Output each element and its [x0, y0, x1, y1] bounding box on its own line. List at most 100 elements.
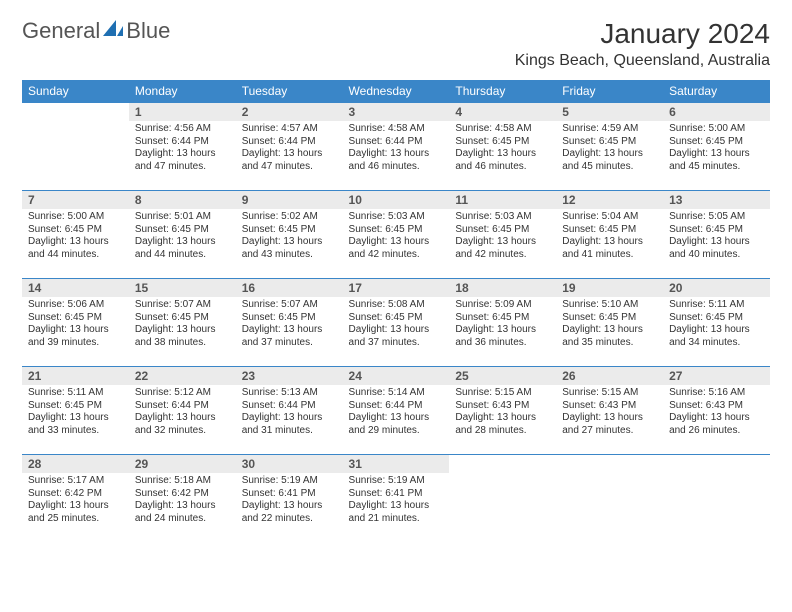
day-line-d2: and 45 minutes. — [669, 161, 764, 174]
calendar-cell: 17Sunrise: 5:08 AMSunset: 6:45 PMDayligh… — [343, 279, 450, 367]
day-line-sr: Sunrise: 5:05 AM — [669, 211, 764, 224]
day-header: Friday — [556, 80, 663, 103]
calendar-cell: 4Sunrise: 4:58 AMSunset: 6:45 PMDaylight… — [449, 103, 556, 191]
day-header: Saturday — [663, 80, 770, 103]
calendar-cell: 20Sunrise: 5:11 AMSunset: 6:45 PMDayligh… — [663, 279, 770, 367]
day-line-d1: Daylight: 13 hours — [135, 148, 230, 161]
day-number: 9 — [236, 191, 343, 209]
day-details: Sunrise: 5:00 AMSunset: 6:45 PMDaylight:… — [22, 209, 129, 265]
day-details: Sunrise: 5:11 AMSunset: 6:45 PMDaylight:… — [663, 297, 770, 353]
day-line-d1: Daylight: 13 hours — [242, 500, 337, 513]
day-number: 19 — [556, 279, 663, 297]
calendar-body: 1Sunrise: 4:56 AMSunset: 6:44 PMDaylight… — [22, 103, 770, 543]
day-header: Thursday — [449, 80, 556, 103]
day-header-row: SundayMondayTuesdayWednesdayThursdayFrid… — [22, 80, 770, 103]
day-line-d2: and 26 minutes. — [669, 425, 764, 438]
calendar-cell: 16Sunrise: 5:07 AMSunset: 6:45 PMDayligh… — [236, 279, 343, 367]
day-details: Sunrise: 5:19 AMSunset: 6:41 PMDaylight:… — [343, 473, 450, 529]
day-line-d2: and 47 minutes. — [135, 161, 230, 174]
day-line-d2: and 41 minutes. — [562, 249, 657, 262]
calendar-cell: 31Sunrise: 5:19 AMSunset: 6:41 PMDayligh… — [343, 455, 450, 543]
day-line-sr: Sunrise: 5:06 AM — [28, 299, 123, 312]
day-details: Sunrise: 5:03 AMSunset: 6:45 PMDaylight:… — [343, 209, 450, 265]
day-details: Sunrise: 5:02 AMSunset: 6:45 PMDaylight:… — [236, 209, 343, 265]
day-line-d1: Daylight: 13 hours — [669, 236, 764, 249]
calendar-cell: 5Sunrise: 4:59 AMSunset: 6:45 PMDaylight… — [556, 103, 663, 191]
calendar-week: 28Sunrise: 5:17 AMSunset: 6:42 PMDayligh… — [22, 455, 770, 543]
day-number: 20 — [663, 279, 770, 297]
day-number: 17 — [343, 279, 450, 297]
day-line-d1: Daylight: 13 hours — [28, 324, 123, 337]
day-line-sr: Sunrise: 5:15 AM — [455, 387, 550, 400]
day-line-sr: Sunrise: 4:58 AM — [349, 123, 444, 136]
calendar-cell: 14 Sunrise: 5:06 AMSunset: 6:45 PMDayligh… — [22, 279, 129, 367]
brand-text-1: General — [22, 18, 100, 44]
day-details: Sunrise: 5:15 AMSunset: 6:43 PMDaylight:… — [449, 385, 556, 441]
day-line-d1: Daylight: 13 hours — [349, 500, 444, 513]
day-line-ss: Sunset: 6:45 PM — [455, 312, 550, 325]
calendar-cell: 27Sunrise: 5:16 AMSunset: 6:43 PMDayligh… — [663, 367, 770, 455]
day-number: 11 — [449, 191, 556, 209]
calendar-cell — [556, 455, 663, 543]
day-line-ss: Sunset: 6:45 PM — [562, 136, 657, 149]
day-line-sr: Sunrise: 5:18 AM — [135, 475, 230, 488]
day-line-sr: Sunrise: 4:56 AM — [135, 123, 230, 136]
day-line-d2: and 34 minutes. — [669, 337, 764, 350]
day-line-ss: Sunset: 6:45 PM — [28, 312, 123, 325]
day-details: Sunrise: 5:11 AMSunset: 6:45 PMDaylight:… — [22, 385, 129, 441]
day-line-ss: Sunset: 6:45 PM — [242, 312, 337, 325]
calendar-cell: 13Sunrise: 5:05 AMSunset: 6:45 PMDayligh… — [663, 191, 770, 279]
day-line-ss: Sunset: 6:43 PM — [562, 400, 657, 413]
day-line-ss: Sunset: 6:45 PM — [349, 224, 444, 237]
page-title: January 2024 — [515, 18, 770, 50]
calendar-week: 7Sunrise: 5:00 AMSunset: 6:45 PMDaylight… — [22, 191, 770, 279]
day-line-d1: Daylight: 13 hours — [28, 500, 123, 513]
day-number: 12 — [556, 191, 663, 209]
day-line-ss: Sunset: 6:41 PM — [349, 488, 444, 501]
day-line-d2: and 27 minutes. — [562, 425, 657, 438]
day-line-ss: Sunset: 6:44 PM — [349, 400, 444, 413]
day-line-sr: Sunrise: 4:57 AM — [242, 123, 337, 136]
day-line-ss: Sunset: 6:45 PM — [135, 224, 230, 237]
day-details: Sunrise: 5:04 AMSunset: 6:45 PMDaylight:… — [556, 209, 663, 265]
day-line-d2: and 37 minutes. — [242, 337, 337, 350]
day-line-d2: and 46 minutes. — [455, 161, 550, 174]
calendar-cell — [663, 455, 770, 543]
calendar-cell: 25Sunrise: 5:15 AMSunset: 6:43 PMDayligh… — [449, 367, 556, 455]
calendar-cell: 15Sunrise: 5:07 AMSunset: 6:45 PMDayligh… — [129, 279, 236, 367]
day-number: 31 — [343, 455, 450, 473]
day-line-sr: Sunrise: 5:04 AM — [562, 211, 657, 224]
day-line-d1: Daylight: 13 hours — [28, 412, 123, 425]
day-header: Wednesday — [343, 80, 450, 103]
day-details: Sunrise: 5:10 AMSunset: 6:45 PMDaylight:… — [556, 297, 663, 353]
day-line-d2: and 42 minutes. — [455, 249, 550, 262]
day-details: Sunrise: 5:09 AMSunset: 6:45 PMDaylight:… — [449, 297, 556, 353]
header: General Blue January 2024 Kings Beach, Q… — [22, 18, 770, 70]
day-number: 14 — [22, 279, 129, 297]
day-line-sr: Sunrise: 5:13 AM — [242, 387, 337, 400]
day-details: Sunrise: 5:00 AMSunset: 6:45 PMDaylight:… — [663, 121, 770, 177]
day-number: 7 — [22, 191, 129, 209]
day-number: 22 — [129, 367, 236, 385]
calendar-cell: 6Sunrise: 5:00 AMSunset: 6:45 PMDaylight… — [663, 103, 770, 191]
day-line-ss: Sunset: 6:45 PM — [242, 224, 337, 237]
calendar-cell: 7Sunrise: 5:00 AMSunset: 6:45 PMDaylight… — [22, 191, 129, 279]
day-line-d2: and 42 minutes. — [349, 249, 444, 262]
day-line-d1: Daylight: 13 hours — [242, 412, 337, 425]
day-line-ss: Sunset: 6:41 PM — [242, 488, 337, 501]
calendar-cell: 30Sunrise: 5:19 AMSunset: 6:41 PMDayligh… — [236, 455, 343, 543]
title-block: January 2024 Kings Beach, Queensland, Au… — [515, 18, 770, 70]
day-line-ss: Sunset: 6:45 PM — [669, 312, 764, 325]
day-line-d2: and 35 minutes. — [562, 337, 657, 350]
day-line-sr: Sunrise: 5:09 AM — [455, 299, 550, 312]
day-line-d1: Daylight: 13 hours — [349, 236, 444, 249]
calendar-cell: 12Sunrise: 5:04 AMSunset: 6:45 PMDayligh… — [556, 191, 663, 279]
day-line-ss: Sunset: 6:45 PM — [562, 312, 657, 325]
day-line-d2: and 45 minutes. — [562, 161, 657, 174]
day-line-d1: Daylight: 13 hours — [135, 236, 230, 249]
day-line-d2: and 44 minutes. — [135, 249, 230, 262]
day-line-sr: Sunrise: 4:58 AM — [455, 123, 550, 136]
day-line-sr: Sunrise: 4:59 AM — [562, 123, 657, 136]
day-number: 16 — [236, 279, 343, 297]
day-number: 27 — [663, 367, 770, 385]
